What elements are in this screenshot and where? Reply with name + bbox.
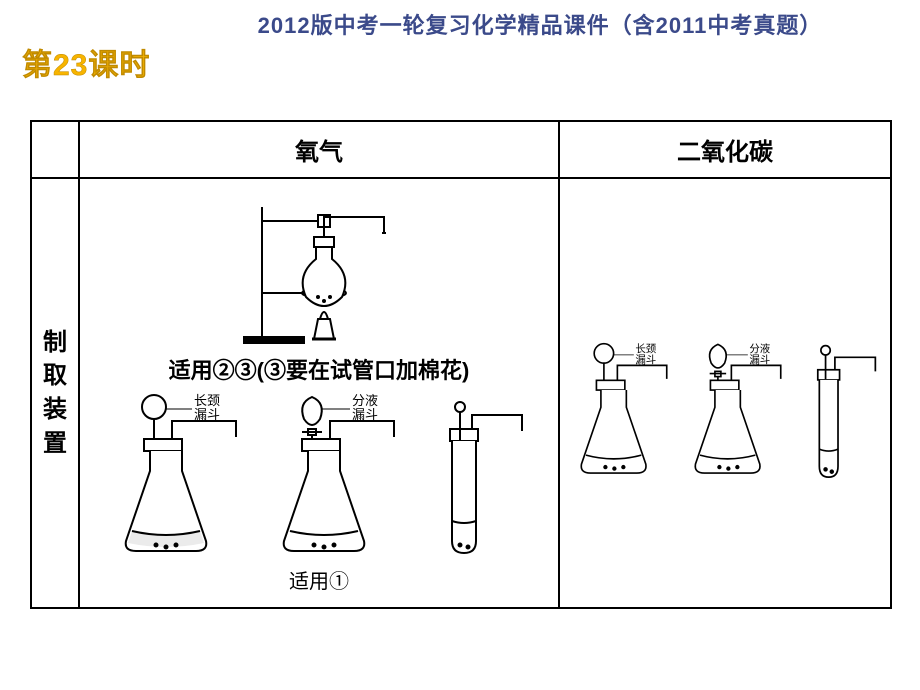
table-row: 制 取 装 置 bbox=[31, 178, 891, 608]
row-label-cell: 制 取 装 置 bbox=[31, 178, 79, 608]
label-long-neck: 长颈 bbox=[194, 393, 220, 408]
test-tube-delivery-icon bbox=[796, 316, 882, 506]
test-tube-delivery-icon bbox=[422, 391, 532, 561]
long-neck-funnel-flask-icon: 长颈 漏斗 bbox=[106, 391, 256, 561]
header-title: 2012版中考一轮复习化学精品课件（含2011中考真题） bbox=[160, 8, 920, 40]
header-empty bbox=[31, 121, 79, 178]
header-oxygen: 氧气 bbox=[79, 121, 559, 178]
row-label-char: 取 bbox=[40, 359, 70, 393]
lesson-label: 第23课时 bbox=[22, 40, 150, 84]
apparatus-table: 氧气 二氧化碳 制 取 装 置 bbox=[30, 120, 892, 609]
svg-text:漏斗: 漏斗 bbox=[352, 407, 378, 422]
row-label-char: 制 bbox=[40, 326, 70, 360]
co2-apparatus: 长颈 漏斗 bbox=[568, 316, 882, 506]
heating-stand-flask-icon bbox=[234, 197, 404, 347]
svg-text:分液: 分液 bbox=[750, 342, 771, 355]
svg-text:漏斗: 漏斗 bbox=[750, 354, 771, 366]
row-label-char: 置 bbox=[40, 427, 70, 461]
svg-text:漏斗: 漏斗 bbox=[194, 407, 220, 422]
row-label-char: 装 bbox=[40, 393, 70, 427]
svg-text:长颈: 长颈 bbox=[635, 343, 656, 355]
oxygen-cell: 适用②③(③要在试管口加棉花) bbox=[79, 178, 559, 608]
separating-funnel-flask-icon: 分液 漏斗 bbox=[682, 316, 794, 506]
long-neck-funnel-flask-icon: 长颈 漏斗 bbox=[568, 316, 680, 506]
svg-text:漏斗: 漏斗 bbox=[635, 354, 656, 366]
oxygen-caption-mid: 适用②③(③要在试管口加棉花) bbox=[88, 353, 550, 385]
separating-funnel-flask-icon: 分液 漏斗 bbox=[264, 391, 414, 561]
header-co2: 二氧化碳 bbox=[559, 121, 891, 178]
label-separating: 分液 bbox=[352, 393, 378, 408]
oxygen-bottom-apparatus: 长颈 漏斗 bbox=[88, 391, 550, 561]
table-header-row: 氧气 二氧化碳 bbox=[31, 121, 891, 178]
co2-cell: 长颈 漏斗 bbox=[559, 178, 891, 608]
oxygen-top-apparatus bbox=[88, 197, 550, 347]
oxygen-caption-bottom: 适用① bbox=[88, 565, 550, 594]
